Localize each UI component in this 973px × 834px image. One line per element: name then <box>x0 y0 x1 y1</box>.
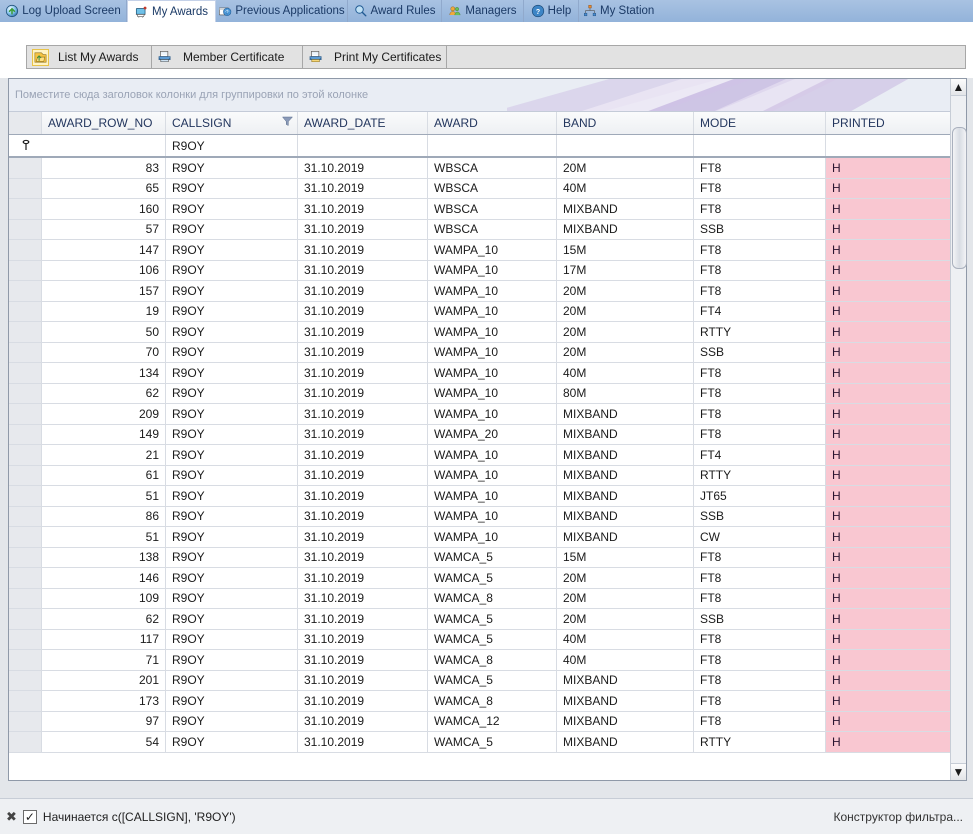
svg-text:?: ? <box>536 9 540 16</box>
